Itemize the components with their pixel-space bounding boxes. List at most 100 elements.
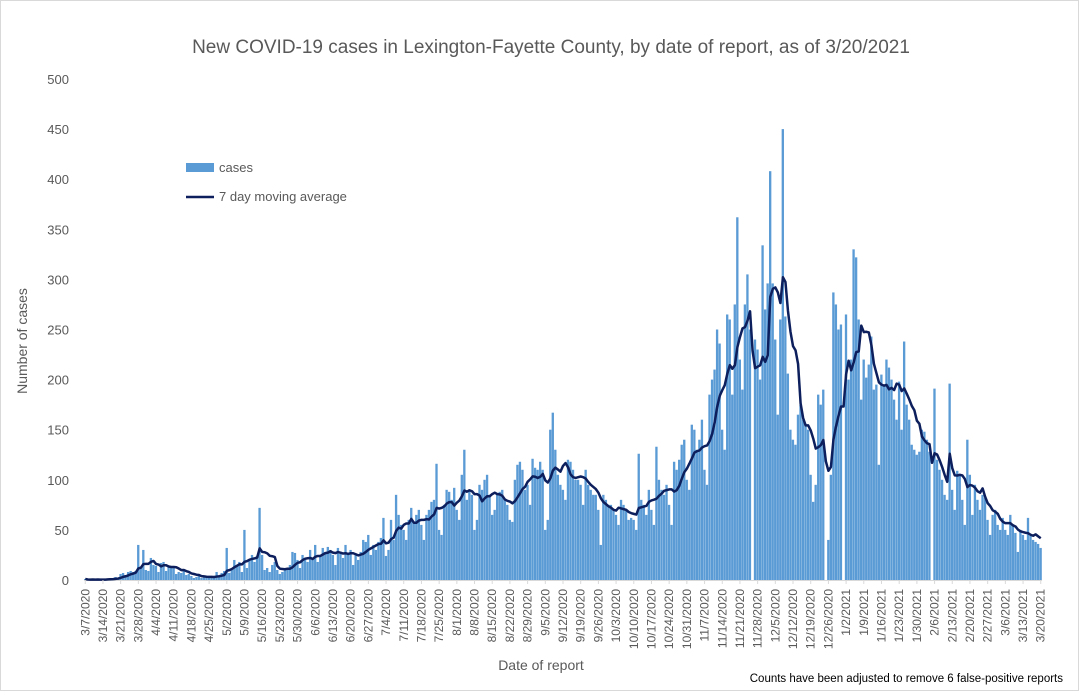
case-bar bbox=[799, 404, 802, 580]
case-bar bbox=[538, 461, 542, 580]
case-bar bbox=[736, 217, 739, 580]
case-bar bbox=[164, 570, 168, 580]
case-bar bbox=[622, 504, 625, 580]
case-bar bbox=[1011, 524, 1014, 580]
case-bar bbox=[758, 379, 762, 580]
case-bar bbox=[880, 374, 883, 580]
case-bar bbox=[447, 491, 451, 580]
case-bar bbox=[526, 484, 529, 580]
x-tick-label: 3/21/2020 bbox=[114, 589, 128, 643]
case-bar bbox=[688, 489, 691, 580]
case-bar bbox=[726, 314, 729, 580]
case-bar bbox=[635, 529, 638, 580]
case-bar bbox=[597, 509, 600, 580]
case-bar bbox=[326, 546, 329, 580]
case-bar bbox=[556, 474, 560, 580]
case-bar bbox=[470, 494, 474, 580]
x-tick-label: 12/26/2020 bbox=[821, 589, 835, 649]
case-bar bbox=[369, 554, 372, 580]
case-bar bbox=[895, 419, 898, 580]
case-bar bbox=[238, 561, 241, 580]
y-tick-label: 250 bbox=[47, 323, 69, 338]
case-bar bbox=[253, 561, 256, 580]
case-bar bbox=[372, 544, 375, 580]
case-bar bbox=[250, 554, 254, 580]
case-bar bbox=[923, 431, 926, 580]
x-tick-label: 4/11/2020 bbox=[167, 589, 181, 642]
case-bar bbox=[602, 494, 605, 580]
case-bar bbox=[690, 424, 693, 580]
case-bar bbox=[311, 559, 314, 580]
legend-label-moving-average: 7 day moving average bbox=[219, 189, 347, 204]
case-bar bbox=[450, 499, 453, 580]
case-bar bbox=[329, 549, 332, 580]
case-bar bbox=[306, 561, 309, 580]
case-bar bbox=[723, 449, 726, 580]
case-bar bbox=[925, 439, 929, 580]
case-bar bbox=[149, 557, 153, 580]
case-bar bbox=[225, 547, 228, 580]
x-tick-label: 11/28/2020 bbox=[751, 589, 765, 648]
x-tick-label: 4/4/2020 bbox=[149, 589, 163, 636]
x-tick-label: 6/13/2020 bbox=[326, 589, 340, 643]
y-axis-label: Number of cases bbox=[14, 288, 30, 394]
case-bar bbox=[240, 571, 244, 580]
x-tick-label: 3/28/2020 bbox=[131, 589, 145, 643]
case-bar bbox=[296, 559, 299, 580]
case-bar bbox=[442, 504, 446, 580]
case-bar bbox=[822, 389, 825, 580]
case-bar bbox=[862, 359, 865, 580]
x-tick-label: 9/26/2020 bbox=[591, 589, 605, 643]
case-bar bbox=[1034, 541, 1037, 580]
case-bar bbox=[399, 524, 403, 580]
case-bar bbox=[920, 429, 923, 580]
case-bar bbox=[913, 449, 916, 580]
case-bar bbox=[298, 567, 302, 580]
case-bar bbox=[865, 377, 868, 580]
case-bar bbox=[592, 494, 595, 580]
case-bar bbox=[147, 570, 150, 580]
case-bar bbox=[157, 571, 160, 580]
case-bar bbox=[741, 389, 744, 580]
case-bar bbox=[427, 509, 431, 580]
case-bar bbox=[172, 565, 175, 580]
case-bar bbox=[819, 404, 822, 580]
case-bar bbox=[175, 573, 178, 580]
case-bar bbox=[364, 541, 367, 580]
x-tick-label: 1/30/2021 bbox=[910, 589, 924, 643]
case-bar bbox=[731, 394, 734, 580]
case-bar bbox=[986, 519, 989, 580]
x-tick-label: 12/19/2020 bbox=[804, 589, 818, 649]
case-bar bbox=[718, 343, 721, 580]
x-tick-label: 7/11/2020 bbox=[397, 589, 411, 642]
case-bar bbox=[276, 569, 279, 580]
case-bar bbox=[281, 571, 284, 580]
case-bar bbox=[665, 484, 668, 580]
case-bar bbox=[829, 474, 832, 580]
case-bar bbox=[382, 517, 385, 580]
x-tick-label: 1/9/2021 bbox=[857, 589, 871, 636]
case-bar bbox=[351, 564, 355, 580]
case-bar bbox=[708, 394, 711, 580]
case-bar bbox=[362, 539, 365, 580]
case-bar bbox=[139, 567, 142, 580]
case-bar bbox=[576, 479, 580, 580]
case-bar bbox=[412, 521, 415, 580]
case-bar bbox=[230, 569, 233, 580]
case-bar bbox=[190, 575, 193, 580]
x-tick-label: 6/20/2020 bbox=[344, 589, 358, 643]
case-bar bbox=[458, 519, 461, 580]
case-bar bbox=[761, 245, 764, 580]
case-bar bbox=[892, 399, 896, 580]
case-bar bbox=[743, 304, 747, 580]
case-bar bbox=[569, 461, 572, 580]
y-tick-label: 50 bbox=[55, 523, 69, 538]
case-bar bbox=[953, 509, 956, 580]
case-bar bbox=[940, 479, 944, 580]
case-bar bbox=[857, 319, 860, 580]
case-bar bbox=[983, 497, 987, 580]
case-bar bbox=[468, 489, 471, 580]
case-bar bbox=[589, 489, 592, 580]
case-bar bbox=[137, 544, 140, 580]
